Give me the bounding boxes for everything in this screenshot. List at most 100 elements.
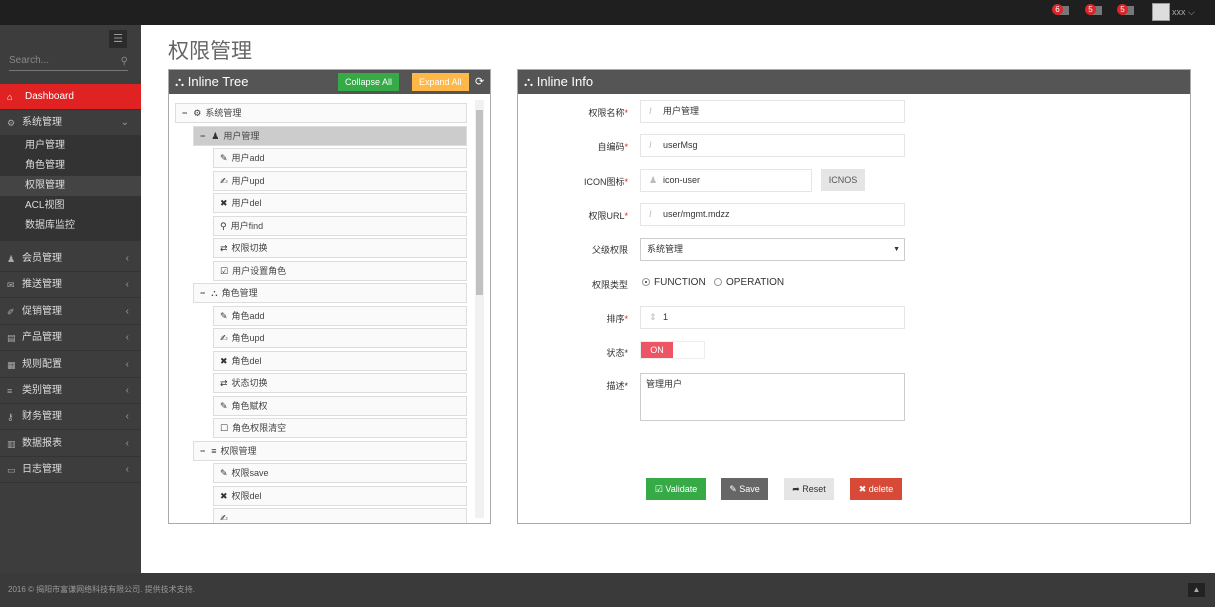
tree: ✍ ✖ 权限del ✎ 权限save − ≡ 权限管理 ☐ 角色权限清空 ✎ 角色赋权 ⇄ 状态切换 ✖ 角色… xyxy=(169,94,490,523)
sidebar-item-3[interactable]: ✐ 促销管理 ‹ xyxy=(0,299,141,325)
scroll-top-button[interactable]: ▲ xyxy=(1188,583,1205,597)
sidebar-item-7[interactable]: ⚷ 财务管理 ‹ xyxy=(0,404,141,431)
type-radio-operation[interactable]: OPERATION xyxy=(714,277,784,288)
delete-button[interactable]: ✖ delete xyxy=(850,478,902,500)
search-icon[interactable]: ⚲ xyxy=(120,56,128,67)
desc-textarea[interactable]: 管理用户 xyxy=(640,373,905,421)
notification-inbox[interactable]: 5 xyxy=(1085,4,1103,16)
sidebar-item-5[interactable]: ▦ 规则配置 ‹ xyxy=(0,352,141,378)
submenu-item-db-monitor[interactable]: 数据库监控 xyxy=(25,220,75,231)
edit-icon: ✍ xyxy=(220,175,228,186)
notification-warning[interactable]: 6 xyxy=(1052,4,1070,16)
tree-node[interactable]: ⇄ 权限切换 xyxy=(213,238,467,258)
status-label: 状态* xyxy=(606,348,628,358)
check-icon: ☑ xyxy=(654,484,663,494)
name-input[interactable]: I 用户管理 xyxy=(640,100,905,123)
avatar[interactable] xyxy=(1152,3,1170,21)
collapse-all-button[interactable]: Collapse All xyxy=(338,73,400,91)
username: xxx xyxy=(1172,7,1186,17)
parent-select[interactable]: 系统管理 ▼ xyxy=(640,238,905,261)
sidebar-item-label: 数据报表 xyxy=(22,437,62,449)
collapse-toggle[interactable]: − xyxy=(200,288,206,298)
tree-node[interactable]: − ⚙ 系统管理 xyxy=(175,103,467,123)
tree-node[interactable]: ✎ 角色add xyxy=(213,305,467,326)
user-menu[interactable]: xxx ⌵ xyxy=(1172,7,1195,18)
sidebar-item-label: 产品管理 xyxy=(22,332,62,344)
tree-node[interactable]: ✎ 用户add xyxy=(213,148,467,168)
tree-node[interactable]: ⇄ 状态切换 xyxy=(213,373,467,393)
tree-node[interactable]: − ⛬ 角色管理 xyxy=(193,283,467,303)
submenu-item-permissions[interactable]: 权限管理 xyxy=(0,176,141,196)
save-button[interactable]: ✎ Save xyxy=(721,478,768,500)
envelope-icon xyxy=(1092,6,1102,15)
sidebar-item-label: 推送管理 xyxy=(22,279,62,291)
sidebar-item-9[interactable]: ▭ 日志管理 ‹ xyxy=(0,457,141,484)
tree-node[interactable]: ✖ 用户del xyxy=(213,193,467,213)
icon-input[interactable]: ♟ icon-user xyxy=(640,169,812,192)
notification-tasks[interactable]: 5 xyxy=(1117,4,1135,16)
tree-node-label: 用户find xyxy=(230,220,264,231)
list-icon: ≡ xyxy=(211,445,217,456)
sidebar-item-label: 财务管理 xyxy=(22,411,62,423)
scrollbar-thumb[interactable] xyxy=(476,110,483,295)
home-icon: ⌂ xyxy=(7,92,13,102)
edit-icon: ✍ xyxy=(220,333,228,343)
collapse-toggle[interactable]: − xyxy=(200,130,206,141)
order-spinner[interactable]: ⇕ 1 xyxy=(640,306,905,329)
times-icon: ✖ xyxy=(220,490,228,501)
tree-node[interactable]: ✎ 权限save xyxy=(213,463,467,483)
tree-node-label: 用户del xyxy=(231,198,262,208)
chevron-down-icon: ⌄ xyxy=(120,117,129,128)
pencil-icon: ✎ xyxy=(220,153,228,163)
tree-node[interactable]: ✖ 角色del xyxy=(213,350,467,371)
tree-node[interactable]: ✎ 角色赋权 xyxy=(213,395,467,416)
sidebar-item-2[interactable]: ✉ 推送管理 ‹ xyxy=(0,272,141,299)
submenu-item-acl[interactable]: ACL视图 xyxy=(25,200,65,211)
notification-badge: 5 xyxy=(1117,4,1128,15)
icon-label: ICON图标* xyxy=(583,177,628,187)
expand-all-button[interactable]: Expand All xyxy=(412,73,469,91)
status-toggle[interactable]: ON xyxy=(640,341,705,359)
tree-node[interactable]: ✖ 权限del xyxy=(213,485,467,506)
tree-node[interactable]: ⚲ 用户find xyxy=(213,215,467,236)
radio-checked[interactable] xyxy=(642,278,650,286)
tree-node-label: 角色权限清空 xyxy=(232,423,287,433)
tree-node[interactable]: ☐ 角色权限清空 xyxy=(213,418,467,438)
type-radio-function[interactable]: FUNCTION xyxy=(642,277,706,288)
reset-button[interactable]: ➦ Reset xyxy=(784,478,834,500)
menu-toggle-button[interactable]: ☰ xyxy=(109,30,127,48)
submenu-item-roles[interactable]: 角色管理 xyxy=(25,160,65,171)
sidebar-item-8[interactable]: ▥ 数据报表 ‹ xyxy=(0,431,141,457)
tree-node-label: 角色upd xyxy=(231,333,265,343)
radio-unchecked[interactable] xyxy=(714,278,722,286)
briefcase-icon: ▤ xyxy=(7,333,16,344)
tree-node[interactable]: − ♟ 用户管理 xyxy=(193,125,467,146)
sidebar-item-1[interactable]: ♟ 会员管理 ‹ xyxy=(0,246,141,272)
square-icon: ☐ xyxy=(220,423,229,433)
sidebar-item-dashboard[interactable]: ⌂ Dashboard xyxy=(0,84,141,110)
scrollbar[interactable] xyxy=(475,100,484,518)
sidebar-item-label: 日志管理 xyxy=(22,464,62,476)
search-input[interactable]: Search... ⚲ xyxy=(9,55,128,71)
submenu-item-users[interactable]: 用户管理 xyxy=(25,140,65,151)
sidebar-item-4[interactable]: ▤ 产品管理 ‹ xyxy=(0,325,141,352)
list-icon: ≡ xyxy=(7,386,13,396)
refresh-icon[interactable]: ⟳ xyxy=(475,76,485,88)
validate-button[interactable]: ☑ Validate xyxy=(646,478,706,500)
tree-node[interactable]: − ≡ 权限管理 xyxy=(193,440,467,461)
sidebar-item-label: 系统管理 xyxy=(22,117,62,128)
sidebar-item-system[interactable]: ⚙ 系统管理 ⌄ xyxy=(0,110,141,136)
tree-node-label: 状态切换 xyxy=(231,378,268,388)
collapse-toggle[interactable]: − xyxy=(200,445,206,456)
icons-button[interactable]: ICNOS xyxy=(821,169,865,191)
footer: 2016 © 揭阳市富谦网络科技有限公司. 提供技术支持. ▲ xyxy=(0,573,1215,600)
tree-node[interactable]: ✍ 角色upd xyxy=(213,328,467,348)
collapse-toggle[interactable]: − xyxy=(182,108,188,118)
sidebar-item-6[interactable]: ≡ 类别管理 ‹ xyxy=(0,378,141,404)
tree-node[interactable]: ☑ 用户设置角色 xyxy=(213,260,467,281)
tree-node[interactable]: ✍ xyxy=(213,508,467,523)
tree-node[interactable]: ✍ 用户upd xyxy=(213,170,467,191)
main-content: 权限管理 ⛬ Inline Tree Collapse All Expand A… xyxy=(141,25,1215,573)
